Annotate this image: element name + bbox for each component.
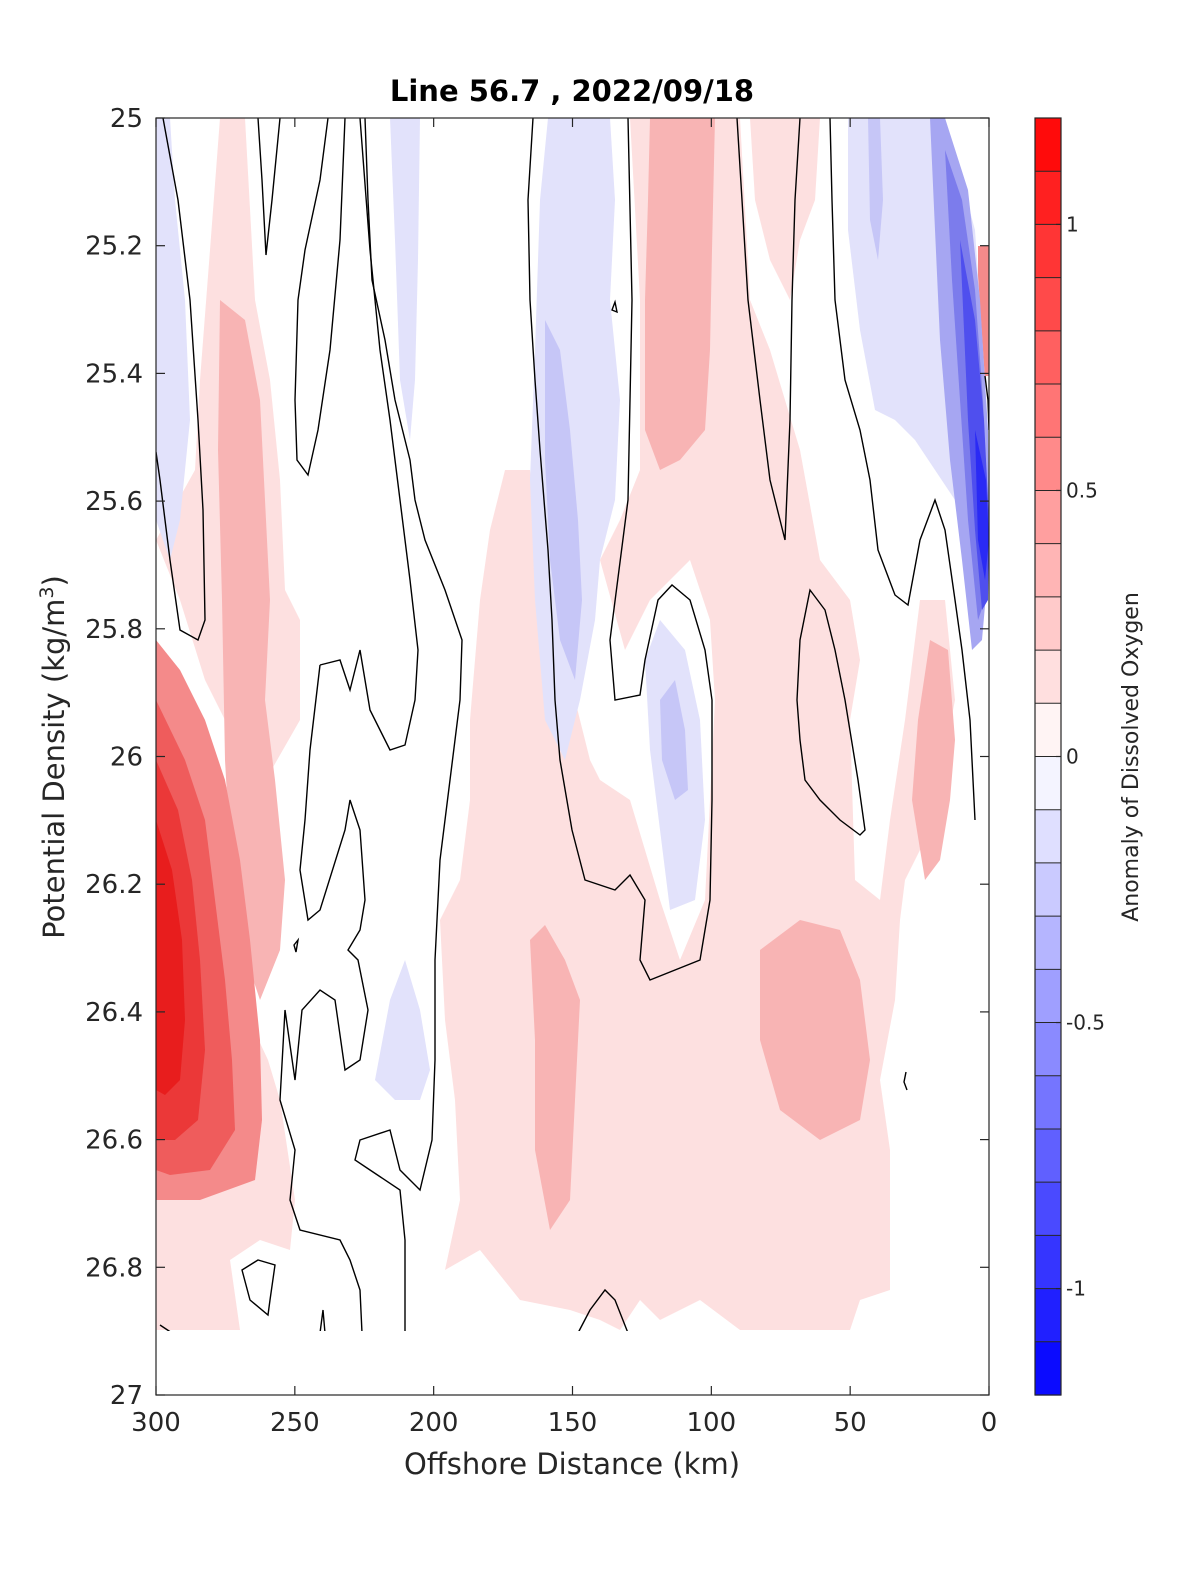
anomaly-region-medium-blue-mid [660,680,688,800]
colorbar-band-7 [1035,490,1061,545]
x-tick-label-0: 0 [981,1408,998,1438]
contour-line-18 [293,937,300,953]
contour-line-7 [527,118,713,981]
colorbar-band-3 [1035,277,1061,332]
anomaly-region-red-coastal-spot [978,246,989,376]
colorbar-band-2 [1035,224,1061,279]
contour-line-1 [156,118,206,642]
x-tick-label-100: 100 [687,1408,737,1438]
anomaly-region-medium-blue-northeast [868,118,883,260]
x-tick-label-200: 200 [409,1408,459,1438]
y-tick-label-25.2: 25.2 [85,232,143,262]
colorbar-band-1 [1035,171,1061,226]
anomaly-region-light-blue-north-center [390,118,420,440]
colorbar: 1 0.5 0 -0.5 -1 Anomaly of Dissolved Oxygen [1034,117,1144,1396]
x-tick-label-250: 250 [270,1408,320,1438]
colorbar-band-0 [1035,118,1061,172]
x-tick-label-300: 300 [131,1408,181,1438]
colorbar-band-5 [1035,384,1061,438]
contour-line-12 [241,1259,276,1317]
contour-line-16 [611,299,618,314]
y-tick-label-26.6: 26.6 [85,1126,143,1156]
y-tick-label-26.4: 26.4 [85,998,143,1028]
anomaly-region-strong-blue-core [975,430,989,580]
anomaly-region-strong-red-core [156,820,185,1095]
chart-title: Line 56.7 , 2022/09/18 [390,74,754,108]
colorbar-band-8 [1035,543,1061,598]
anomaly-region-medium-red-east-strip [912,640,955,880]
y-axis-title-end: ) [37,575,71,586]
colorbar-tick-label-1: 0.5 [1066,478,1098,502]
colorbar-band-11 [1035,703,1061,758]
colorbar-tick-label-4: -1 [1066,1277,1086,1301]
colorbar-band-22 [1035,1288,1061,1343]
contour-line-6 [279,664,369,1334]
contour-line-2 [257,118,281,256]
y-tick-label-25.6: 25.6 [85,487,143,517]
y-tick-label-26.2: 26.2 [85,870,143,900]
colorbar-band-23 [1035,1341,1061,1396]
x-tick-label-150: 150 [548,1408,598,1438]
colorbar-ticks: 1 0.5 0 -0.5 -1 [1056,212,1105,1301]
y-tick-label-25: 25 [110,104,143,134]
colorbar-band-12 [1035,756,1061,811]
x-axis-ticks: 300 250 200 150 100 50 0 [131,118,997,1438]
no-data-band [156,1331,989,1395]
colorbar-band-17 [1035,1022,1061,1077]
anomaly-region-medium-red-north [645,118,715,470]
y-tick-label-26.8: 26.8 [85,1253,143,1283]
colorbar-band-6 [1035,437,1061,492]
anomaly-region-light-blue-northwest [156,118,190,560]
colorbar-band-4 [1035,330,1061,385]
colorbar-band-15 [1035,916,1061,970]
colorbar-bands [1035,118,1061,1396]
y-axis-title-superscript: 3 [36,586,58,598]
anomaly-region-light-blue-center [530,118,620,760]
colorbar-band-9 [1035,596,1061,651]
contour-line-13 [577,1288,629,1334]
colorbar-band-13 [1035,809,1061,864]
anomaly-region-medium-red-west [218,300,285,1000]
anomaly-region-medium-red-center [530,925,580,1230]
contour-line-10 [796,588,866,836]
contour-line-15 [319,1309,326,1334]
plot-area: 300 250 200 150 100 50 0 2525.225.425.625.8262… [85,104,997,1438]
contour-line-4 [354,118,463,1333]
zero-contours [156,118,989,1334]
y-tick-label-25.8: 25.8 [85,615,143,645]
anomaly-region-light-red-east-top [750,118,820,300]
y-tick-label-27: 27 [110,1381,143,1411]
colorbar-band-16 [1035,969,1061,1024]
x-axis-title: Offshore Distance (km) [404,1447,740,1481]
colorbar-band-10 [1035,650,1061,704]
y-axis-title-main: Potential Density (kg/m [37,599,71,939]
contour-line-9 [829,118,976,821]
colorbar-band-19 [1035,1128,1061,1183]
colorbar-band-20 [1035,1182,1061,1236]
anomaly-region-light-blue-south [375,960,430,1100]
contour-line-17 [903,1071,908,1091]
y-tick-label-26: 26 [110,743,143,773]
colorbar-band-18 [1035,1075,1061,1130]
colorbar-title: Anomaly of Dissolved Oxygen [1119,592,1144,922]
colorbar-tick-label-3: -0.5 [1066,1011,1105,1035]
colorbar-tick-label-0: 1 [1066,212,1079,236]
x-tick-label-50: 50 [834,1408,867,1438]
anomaly-fill [156,118,989,1330]
y-tick-label-25.4: 25.4 [85,359,143,389]
y-axis-title: Potential Density (kg/m3) [36,575,71,939]
contour-line-3 [294,118,346,477]
anomaly-region-medium-blue-center [545,320,582,680]
anomaly-region-medium-red-east [760,920,870,1140]
colorbar-tick-label-2: 0 [1066,745,1079,769]
contour-line-5 [319,118,419,751]
colorbar-band-14 [1035,862,1061,917]
contour-line-8 [736,118,801,541]
y-axis-ticks: 25 25.2 25.4 25.6 25.8 26 26.2 26.4 26.6 26.8 27 [85,104,989,1411]
colorbar-band-21 [1035,1235,1061,1290]
